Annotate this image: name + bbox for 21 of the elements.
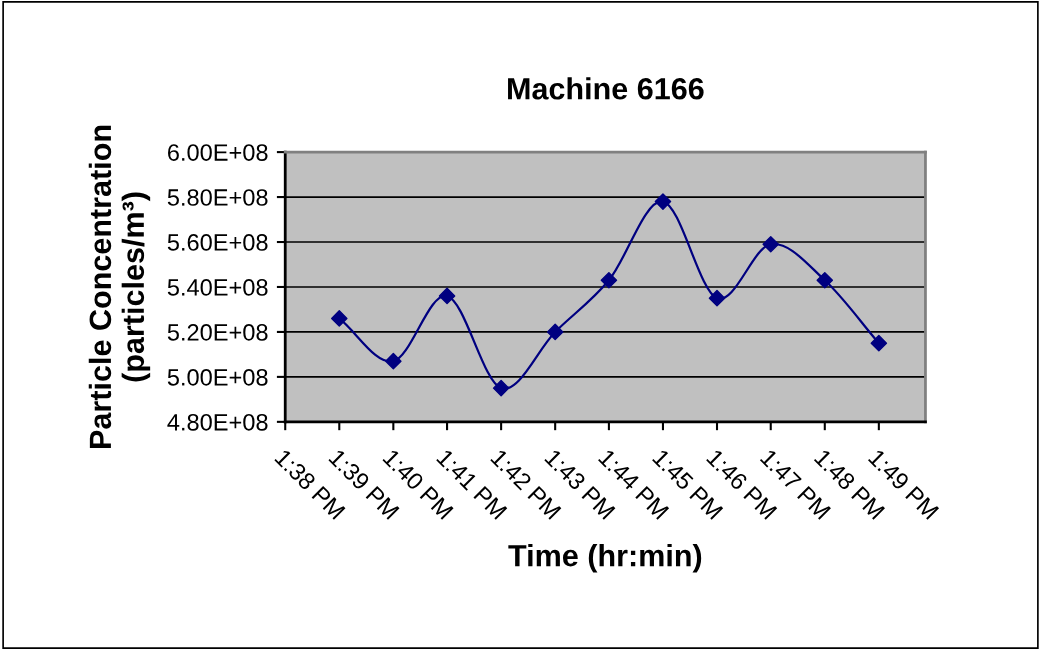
y-tick-label: 5.00E+08: [167, 368, 268, 386]
y-tick-label: 4.80E+08: [167, 413, 268, 431]
point: [708, 289, 726, 307]
y-tick-label: 5.20E+08: [167, 324, 268, 341]
y-tick-label: 6.00E+08: [168, 144, 268, 161]
point: [870, 334, 888, 352]
point: [330, 310, 348, 327]
point: [546, 323, 564, 341]
point: [438, 287, 456, 305]
x-axis-title: Time (hr:min): [508, 544, 702, 573]
point: [385, 352, 402, 370]
point: [762, 235, 780, 253]
point: [654, 193, 672, 210]
y-tick-label: 5.80E+08: [167, 189, 268, 206]
y-tick-label: 5.40E+08: [167, 279, 268, 296]
point: [816, 271, 834, 289]
chart-title: Machine 6166: [508, 77, 704, 100]
point: [492, 379, 510, 397]
point: [600, 271, 618, 289]
y-tick-label: 5.60E+08: [167, 234, 268, 251]
y-axis-title: Particle Concentration (particles/m³): [88, 125, 151, 448]
